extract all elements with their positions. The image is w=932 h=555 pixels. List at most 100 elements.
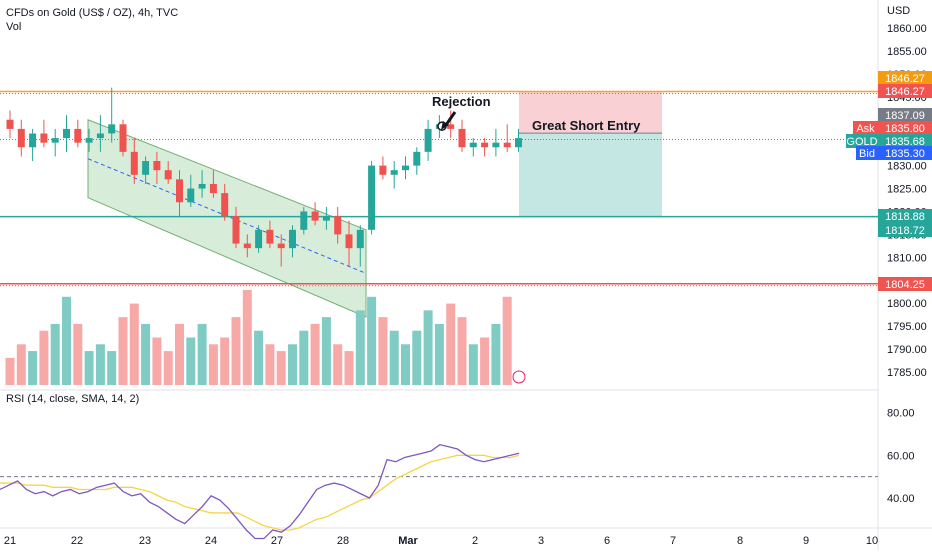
- volume-label: Vol: [6, 21, 21, 33]
- candle-up: [300, 211, 308, 230]
- candle-down: [277, 243, 285, 249]
- candle-down: [447, 124, 455, 129]
- price-label-orange-level: 1846.27: [885, 73, 925, 85]
- price-label-gold: 1835.68: [885, 136, 925, 148]
- price-label-bg: [878, 146, 932, 160]
- volume-bar: [208, 344, 218, 385]
- stop-loss-zone[interactable]: [519, 90, 662, 134]
- axis-labels: 1860.001855.001850.001845.001840.001835.…: [4, 23, 932, 547]
- rejection-arrow-icon: [444, 111, 457, 126]
- price-tick-label: 1800.00: [887, 298, 927, 310]
- volume-bar: [457, 317, 467, 385]
- price-label-bg: [878, 108, 932, 122]
- rejection-arrowhead-icon: [441, 121, 449, 130]
- candle-up: [255, 229, 263, 249]
- candle-up: [515, 138, 522, 148]
- price-label-bg: [878, 121, 932, 135]
- candlesticks: [6, 87, 522, 267]
- candle-down: [481, 142, 489, 148]
- candle-up: [63, 128, 70, 139]
- time-tick-label: 2: [472, 535, 478, 547]
- candle-down: [243, 243, 251, 249]
- candle-down: [221, 193, 229, 217]
- price-label-support: 1818.88: [885, 211, 925, 223]
- candle-up: [29, 133, 37, 148]
- price-tick-label: 1860.00: [887, 23, 927, 35]
- price-label-gold-tag: GOLD: [846, 136, 877, 148]
- time-tick-label: 22: [71, 535, 83, 547]
- volume-bar: [254, 330, 264, 385]
- volume-bar: [197, 323, 207, 385]
- price-label-entry: 1837.09: [885, 110, 925, 122]
- time-tick-label: 6: [604, 535, 610, 547]
- time-tick-label: 9: [803, 535, 809, 547]
- time-tick-label: 24: [205, 535, 217, 547]
- volume-bar: [220, 337, 230, 385]
- time-tick-label: 10: [866, 535, 878, 547]
- volume-bar: [163, 351, 173, 385]
- volume-bar: [502, 296, 512, 385]
- price-label-tp-level: 1846.27: [885, 86, 925, 98]
- candle-up: [142, 161, 150, 175]
- candle-down: [74, 128, 82, 143]
- price-label-bg: [878, 71, 932, 85]
- price-label-bg: [878, 134, 932, 148]
- candle-down: [17, 128, 25, 148]
- volume-bar: [491, 323, 501, 385]
- volume-bar: [141, 323, 151, 385]
- price-label-bg: [878, 277, 932, 291]
- volume-bar: [16, 344, 26, 385]
- zones-layer: [519, 90, 662, 217]
- candle-down: [232, 216, 240, 244]
- candle-up: [96, 133, 104, 139]
- candle-down: [379, 165, 387, 175]
- candle-up: [322, 216, 330, 221]
- horizontal-levels[interactable]: [0, 90, 878, 287]
- candle-down: [209, 183, 217, 194]
- price-label-bid: 1835.30: [885, 148, 925, 160]
- candle-up: [390, 170, 398, 175]
- price-label-support2: 1818.72: [885, 225, 925, 237]
- candle-down: [458, 128, 466, 148]
- price-label-bg: [853, 121, 878, 135]
- price-label-ask-tag: Ask: [856, 123, 875, 135]
- candle-down: [40, 133, 48, 143]
- time-tick-label: 27: [271, 535, 283, 547]
- candle-down: [176, 179, 183, 203]
- candle-up: [198, 183, 206, 189]
- volume-bar: [434, 323, 444, 385]
- time-tick-label: 21: [4, 535, 16, 547]
- volume-bar: [276, 351, 286, 385]
- rsi-pane[interactable]: [0, 443, 878, 540]
- volume-bar: [129, 303, 139, 385]
- volume-bar: [186, 337, 196, 385]
- volume-bar: [95, 344, 105, 385]
- volume-bar: [175, 323, 184, 385]
- price-tick-label: 1810.00: [887, 252, 927, 264]
- volume-bar: [367, 296, 377, 385]
- price-tick-label: 1795.00: [887, 321, 927, 333]
- rsi-tick-label: 80.00: [887, 408, 915, 420]
- volume-bar: [50, 323, 60, 385]
- volume-bar: [28, 351, 38, 385]
- candle-up: [356, 229, 364, 249]
- volume-bar: [446, 303, 456, 385]
- volume-bar: [378, 317, 388, 385]
- take-profit-zone[interactable]: [519, 133, 662, 217]
- price-tick-label: 1855.00: [887, 46, 927, 58]
- lightning-icon[interactable]: [512, 370, 526, 384]
- candle-up: [424, 128, 432, 152]
- price-label-red-line: 1804.25: [885, 279, 925, 291]
- time-tick-label: 7: [670, 535, 676, 547]
- rejection-label: Rejection: [432, 94, 491, 109]
- time-tick-label: 3: [538, 535, 544, 547]
- chart-title: CFDs on Gold (US$ / OZ), 4h, TVC: [6, 7, 178, 19]
- price-tick-label: 1790.00: [887, 344, 927, 356]
- volume-bar: [288, 344, 297, 385]
- price-label-bg: [878, 84, 932, 98]
- volume-bar: [423, 310, 433, 385]
- candle-up: [51, 138, 59, 143]
- volume-bar: [265, 344, 275, 385]
- candle-up: [469, 142, 477, 148]
